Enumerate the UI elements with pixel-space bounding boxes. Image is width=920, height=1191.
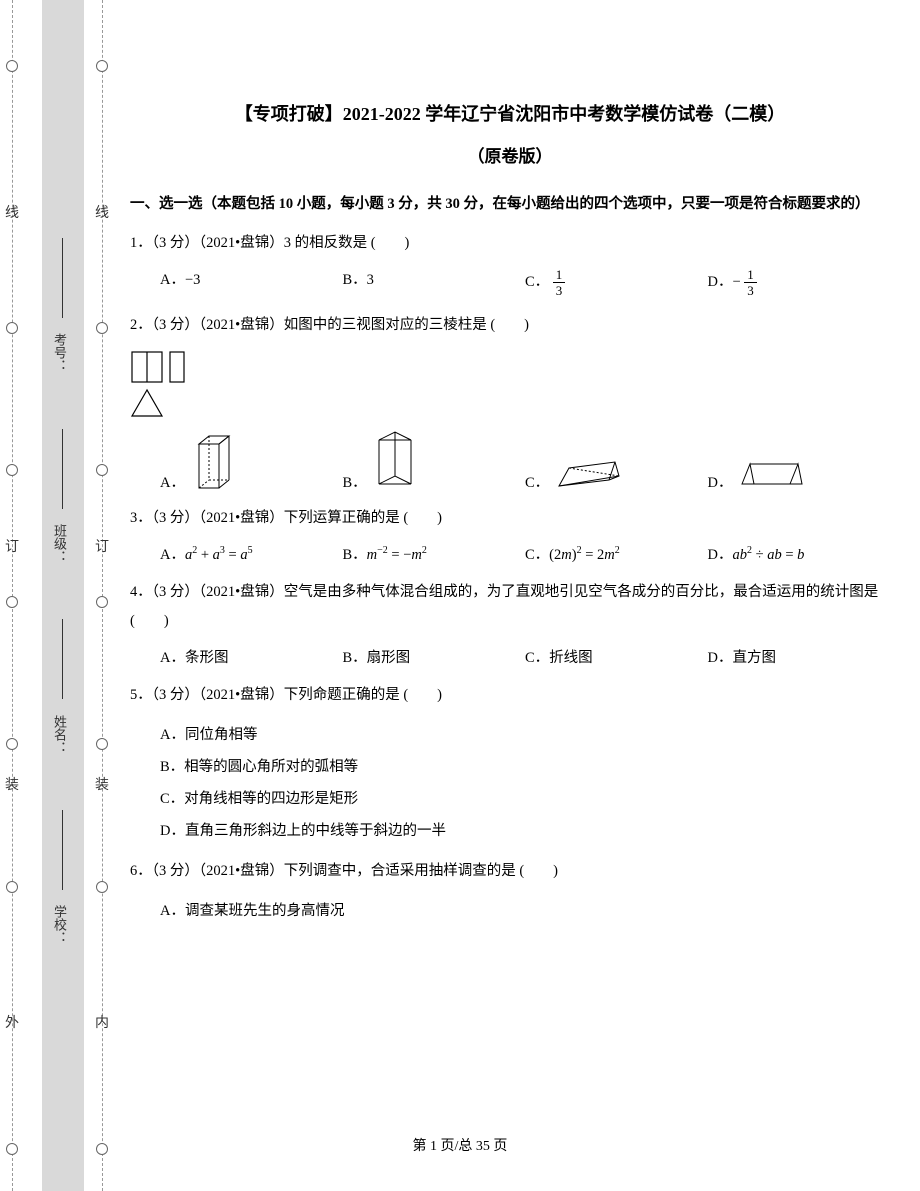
frac-den: 3: [553, 283, 566, 297]
inner-char: 订: [95, 536, 109, 556]
gray-band: [42, 0, 84, 1191]
binding-circle: [96, 464, 108, 476]
q4-optA: A．条形图: [160, 646, 343, 667]
field-examno: 考号：: [50, 333, 69, 372]
field-line: [62, 238, 63, 318]
q1-options: A．−3 B．3 C． 1 3 D．− 1 3: [130, 268, 890, 297]
page-subtitle: （原卷版）: [130, 142, 890, 167]
q2-optB: B．: [343, 430, 526, 492]
q4-optB: B．扇形图: [343, 646, 526, 667]
page-footer: 第 1 页/总 35 页: [0, 1135, 920, 1155]
field-school: 学校：: [50, 905, 69, 944]
binding-circle: [96, 596, 108, 608]
q5-optA: A．同位角相等: [160, 720, 890, 752]
q3-optA: A．a2 + a3 = a5: [160, 543, 343, 564]
q2-options: A． B．: [130, 430, 890, 492]
opt-prefix: D．−: [708, 274, 741, 290]
content-area: 【专项打破】2021-2022 学年辽宁省沈阳市中考数学模仿试卷（二模） （原卷…: [130, 100, 890, 938]
fraction: 1 3: [744, 268, 757, 297]
q6-stem: 6．（3 分）（2021•盘锦）下列调查中，合适采用抽样调查的是 ( ): [130, 857, 890, 886]
prism-icon: [191, 432, 237, 492]
q5-optD: D．直角三角形斜边上的中线等于斜边的一半: [160, 816, 890, 848]
q1-optB: B．3: [343, 268, 526, 297]
q5-options: A．同位角相等 B．相等的圆心角所对的弧相等 C．对角线相等的四边形是矩形 D．…: [130, 720, 890, 848]
binding-circle: [6, 738, 18, 750]
binding-circle: [6, 60, 18, 72]
binding-circle: [96, 738, 108, 750]
q3-optC: C．(2m)2 = 2m2: [525, 543, 708, 564]
q3-stem: 3．（3 分）（2021•盘锦）下列运算正确的是 ( ): [130, 504, 890, 533]
three-view-svg: [130, 350, 200, 420]
inner-char: 线: [95, 202, 109, 222]
fraction: 1 3: [553, 268, 566, 297]
field-line: [62, 619, 63, 699]
q2-stem: 2．（3 分）（2021•盘锦）如图中的三视图对应的三棱柱是 ( ): [130, 311, 890, 340]
frac-den: 3: [744, 283, 757, 297]
opt-prefix: B．: [343, 547, 367, 563]
frac-num: 1: [553, 268, 566, 283]
prism-icon: [555, 456, 625, 492]
opt-prefix: C．: [525, 547, 549, 563]
q1-stem: 1．（3 分）（2021•盘锦）3 的相反数是 ( ): [130, 229, 890, 258]
field-class: 班级：: [50, 524, 69, 563]
binding-circle: [96, 322, 108, 334]
field-line: [62, 810, 63, 890]
opt-prefix: A．: [160, 547, 185, 563]
binding-circle: [96, 881, 108, 893]
q2-optD: D．: [708, 458, 891, 492]
q5-stem: 5．（3 分）（2021•盘锦）下列命题正确的是 ( ): [130, 681, 890, 710]
binding-circle: [6, 322, 18, 334]
q5-optC: C．对角线相等的四边形是矩形: [160, 784, 890, 816]
page-title: 【专项打破】2021-2022 学年辽宁省沈阳市中考数学模仿试卷（二模）: [130, 100, 890, 126]
outer-char: 线: [5, 202, 19, 222]
opt-label: A．: [160, 471, 185, 492]
inner-char: 装: [95, 774, 109, 794]
field-line: [62, 429, 63, 509]
opt-label: D．: [708, 471, 733, 492]
q2-optC: C．: [525, 456, 708, 492]
q4-stem: 4．（3 分）（2021•盘锦）空气是由多种气体混合组成的，为了直观地引见空气各…: [130, 578, 890, 636]
prism-icon: [373, 430, 419, 492]
q3-options: A．a2 + a3 = a5 B．m−2 = −m2 C．(2m)2 = 2m2…: [130, 543, 890, 564]
q1-optC: C． 1 3: [525, 268, 708, 297]
q2-optA: A．: [160, 432, 343, 492]
q1-optA: A．−3: [160, 268, 343, 297]
q1-optD: D．− 1 3: [708, 268, 891, 297]
binding-circle: [6, 881, 18, 893]
outer-char: 订: [5, 536, 19, 556]
q3-optD: D．ab2 ÷ ab = b: [708, 543, 891, 564]
field-name: 姓名：: [50, 715, 69, 754]
q4-optD: D．直方图: [708, 646, 891, 667]
binding-circle: [6, 464, 18, 476]
prism-icon: [738, 458, 808, 492]
q6-options: A．调查某班先生的身高情况: [130, 896, 890, 928]
three-view-figure: [130, 350, 890, 420]
q6-optA: A．调查某班先生的身高情况: [160, 896, 890, 928]
binding-area: 外 装 订 线 内 装 订 线 学校： 姓名： 班级： 考号：: [0, 0, 120, 1191]
opt-prefix: C．: [525, 274, 549, 290]
outer-char: 外: [5, 1012, 19, 1032]
q4-options: A．条形图 B．扇形图 C．折线图 D．直方图: [130, 646, 890, 667]
q4-optC: C．折线图: [525, 646, 708, 667]
frac-num: 1: [744, 268, 757, 283]
q3-optB: B．m−2 = −m2: [343, 543, 526, 564]
q5-optB: B．相等的圆心角所对的弧相等: [160, 752, 890, 784]
inner-char: 内: [95, 1012, 109, 1032]
section-heading: 一、选一选（本题包括 10 小题，每小题 3 分，共 30 分，在每小题给出的四…: [130, 189, 890, 221]
binding-circle: [96, 60, 108, 72]
opt-label: B．: [343, 471, 367, 492]
outer-char: 装: [5, 774, 19, 794]
binding-circle: [6, 596, 18, 608]
opt-prefix: D．: [708, 547, 733, 563]
opt-label: C．: [525, 471, 549, 492]
